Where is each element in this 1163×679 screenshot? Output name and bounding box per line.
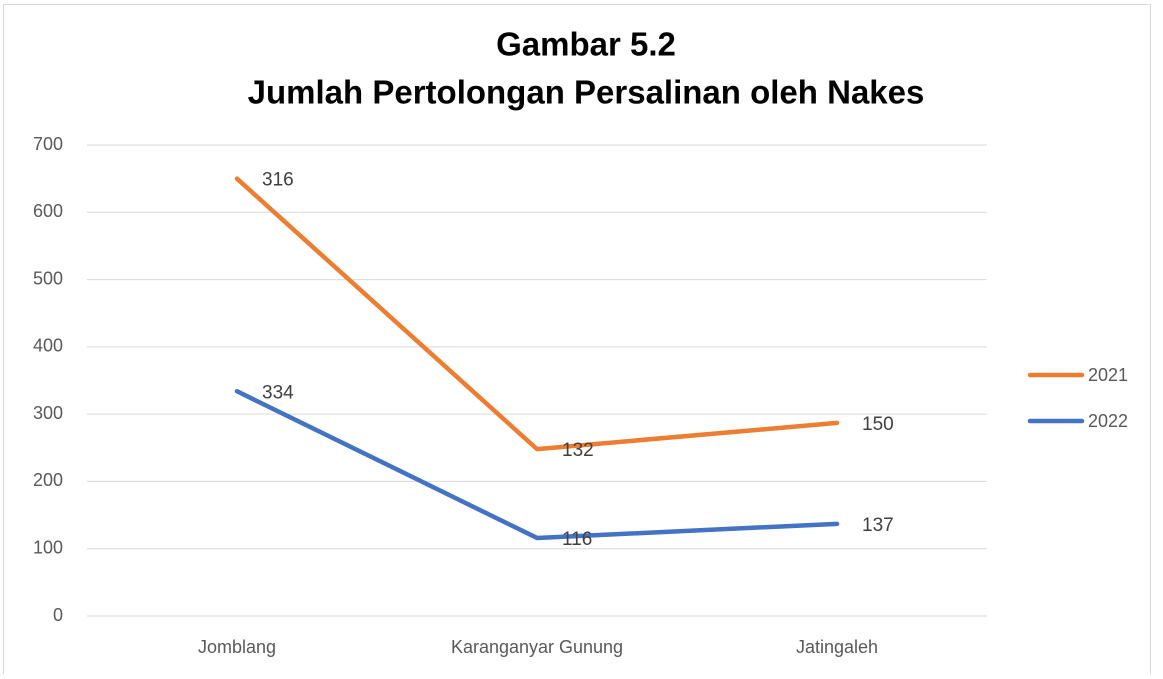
y-tick-label: 700 xyxy=(33,134,63,154)
legend-label: 2021 xyxy=(1088,365,1128,385)
series-line xyxy=(234,389,840,541)
chart-title: Gambar 5.2 xyxy=(496,26,676,63)
data-label: 150 xyxy=(862,414,894,435)
y-tick-label: 500 xyxy=(33,268,63,288)
x-tick-label: Jatingaleh xyxy=(796,637,878,657)
y-tick-label: 100 xyxy=(33,537,63,557)
y-tick-label: 300 xyxy=(33,403,63,423)
series-line xyxy=(234,176,840,452)
y-tick-label: 200 xyxy=(33,470,63,490)
x-tick-label: Karanganyar Gunung xyxy=(451,637,623,657)
data-label: 132 xyxy=(562,440,594,461)
y-tick-label: 400 xyxy=(33,336,63,356)
x-tick-label: Jomblang xyxy=(198,637,276,657)
y-tick-label: 600 xyxy=(33,201,63,221)
legend-label: 2022 xyxy=(1088,411,1128,431)
data-label: 116 xyxy=(562,529,592,550)
y-tick-label: 0 xyxy=(53,605,63,625)
data-label: 334 xyxy=(262,382,294,403)
data-label: 137 xyxy=(862,515,894,536)
chart-border xyxy=(3,4,1151,679)
data-label: 316 xyxy=(262,170,294,191)
chart-subtitle: Jumlah Pertolongan Persalinan oleh Nakes xyxy=(248,74,925,111)
